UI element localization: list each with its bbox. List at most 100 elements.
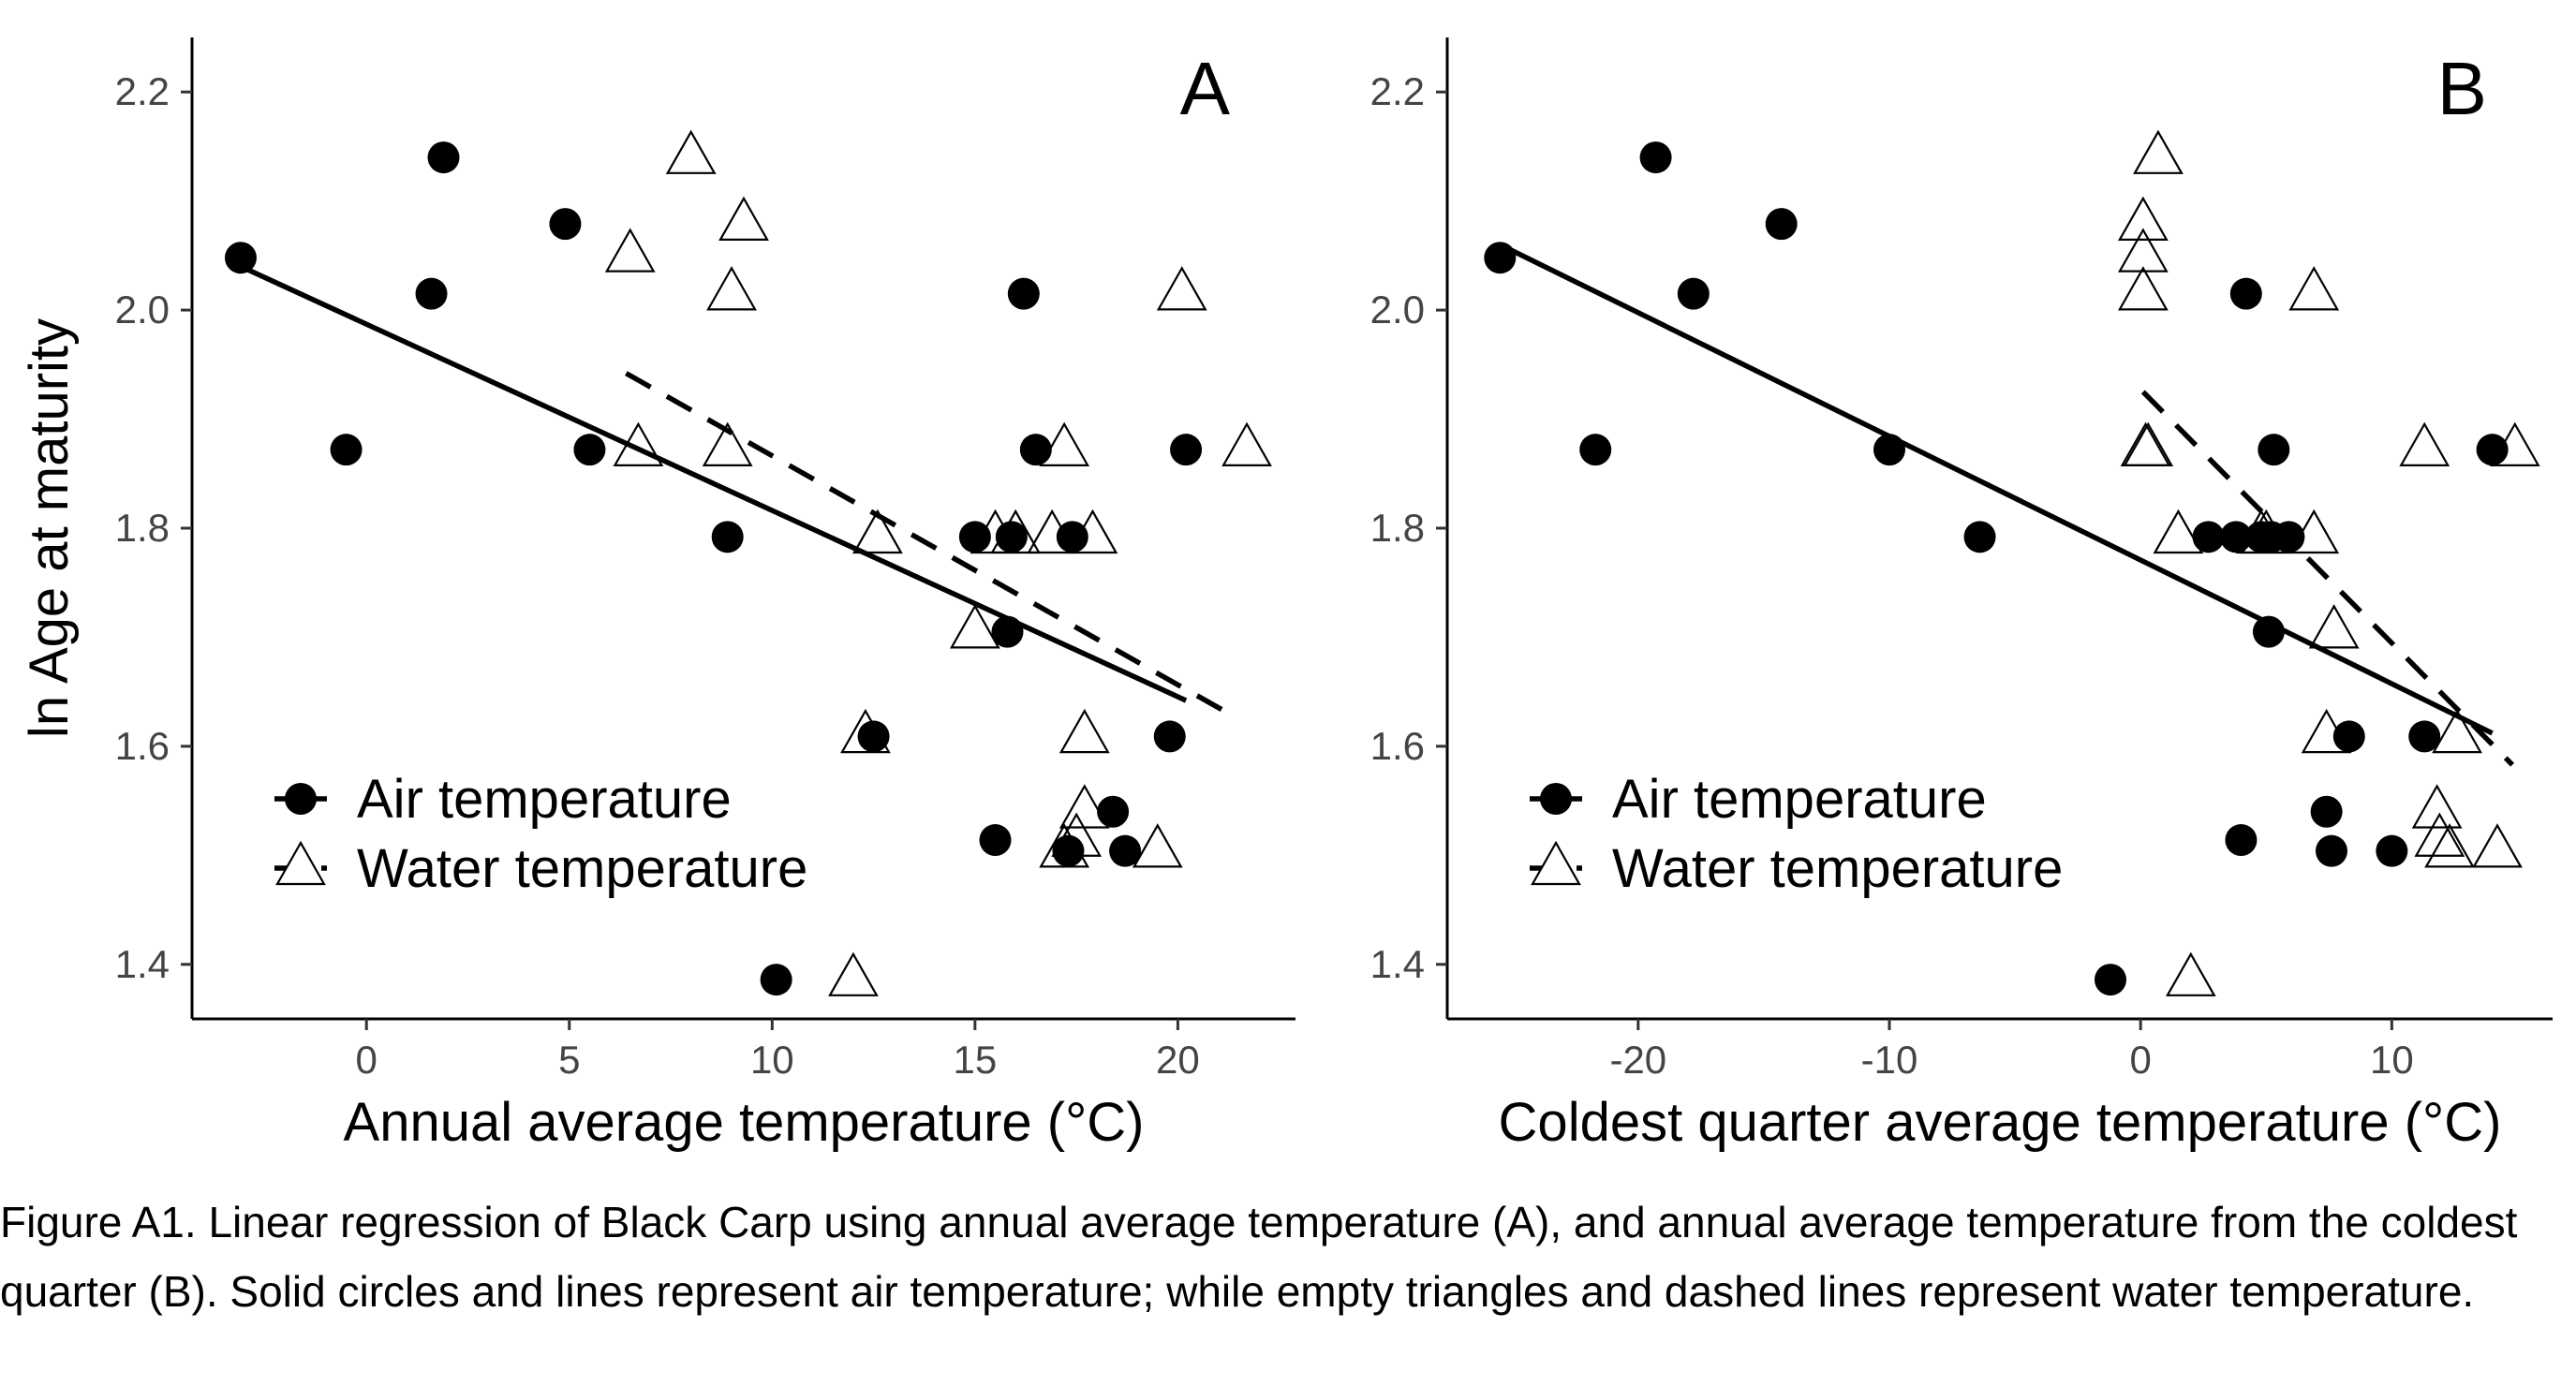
air-temperature-point	[1007, 277, 1040, 310]
y-tick-label: 2.0	[115, 288, 170, 332]
air-temperature-point	[2252, 615, 2285, 648]
water-temperature-point	[2411, 784, 2463, 829]
water-temperature-point	[949, 604, 1000, 649]
air-temperature-point	[573, 434, 606, 466]
air-temperature-point	[1963, 521, 1996, 553]
legend-label: Water temperature	[357, 838, 807, 899]
legend-label: Air temperature	[1612, 769, 1987, 830]
x-tick-label: 10	[750, 1038, 794, 1082]
water-temperature-point	[2399, 421, 2450, 466]
legend-label: Air temperature	[357, 769, 732, 830]
water-temperature-point	[2133, 129, 2184, 174]
air-temperature-point	[224, 242, 257, 274]
water-temperature-point	[2489, 421, 2540, 466]
water-temperature-point	[702, 421, 753, 466]
y-tick-label: 1.6	[1370, 724, 1425, 768]
water-temperature-point	[1039, 421, 1090, 466]
x-tick-label: 10	[2370, 1038, 2414, 1082]
water-temperature-point	[2288, 509, 2340, 554]
y-tick-label: 1.6	[115, 724, 170, 768]
legend-key-triangle	[275, 840, 326, 886]
water-temperature-point	[1067, 509, 1118, 554]
air-temperature-point	[1153, 720, 1186, 753]
x-tick-label: -20	[1609, 1038, 1666, 1082]
water-temperature-point	[2414, 812, 2465, 857]
water-temperature-point	[2153, 509, 2204, 554]
x-tick-label: 0	[2130, 1038, 2152, 1082]
air-temperature-point	[2229, 277, 2262, 310]
y-tick-label: 2.2	[1370, 69, 1425, 113]
air-temperature-point	[1097, 795, 1130, 828]
water-temperature-point	[604, 228, 656, 273]
air-temperature-fit-line	[239, 264, 1188, 703]
water-temperature-point	[1059, 708, 1110, 754]
water-temperature-point	[828, 951, 879, 996]
air-temperature-point	[1765, 208, 1798, 241]
water-temperature-point	[2117, 266, 2169, 311]
water-temperature-point	[706, 266, 757, 311]
water-temperature-point	[1027, 509, 1078, 554]
x-tick-label: 0	[356, 1038, 378, 1082]
air-temperature-point	[2316, 834, 2347, 867]
legend-key-triangle	[1531, 840, 1581, 886]
air-temperature-point	[2225, 824, 2258, 857]
water-temperature-point	[840, 708, 891, 754]
water-temperature-point	[2241, 509, 2292, 554]
y-tick-label: 2.0	[1370, 288, 1425, 332]
water-temperature-point	[1039, 823, 1090, 868]
water-temperature-point	[2301, 708, 2352, 754]
x-tick-label: 15	[954, 1038, 998, 1082]
air-temperature-point	[549, 208, 582, 241]
water-temperature-point	[2165, 951, 2216, 996]
air-temperature-point	[1019, 434, 1052, 466]
air-temperature-point	[2220, 521, 2253, 553]
panel-label: B	[2437, 47, 2487, 130]
air-temperature-point	[2332, 720, 2365, 753]
air-temperature-point	[2258, 434, 2290, 466]
panel-label: A	[1180, 47, 1231, 130]
water-temperature-point	[1221, 421, 1272, 466]
water-temperature-point	[2117, 228, 2169, 273]
air-temperature-point	[979, 824, 1012, 857]
air-temperature-point	[1677, 277, 1710, 310]
air-temperature-point	[2310, 795, 2343, 828]
air-temperature-point	[1109, 834, 1142, 867]
air-temperature-point	[760, 964, 792, 996]
legend-label: Water temperature	[1612, 838, 2063, 899]
water-temperature-point	[1051, 812, 1103, 857]
air-temperature-point	[2408, 720, 2441, 753]
air-temperature-point	[1639, 141, 1672, 174]
x-tick-label: -10	[1861, 1038, 1918, 1082]
x-axis-title: Coldest quarter average temperature (°C)	[1499, 1092, 2502, 1153]
y-axis-title: ln Age at maturity	[19, 318, 80, 738]
water-temperature-point	[2308, 604, 2360, 649]
x-axis-title: Annual average temperature (°C)	[344, 1092, 1145, 1153]
water-temperature-point	[2288, 266, 2340, 311]
y-tick-label: 1.4	[1370, 942, 1425, 986]
legend-key-circle	[285, 783, 317, 815]
water-temperature-point	[2424, 823, 2475, 868]
water-temperature-point	[665, 129, 717, 174]
legend-key-circle	[1540, 783, 1572, 815]
air-temperature-point	[995, 521, 1028, 553]
air-temperature-point	[2192, 521, 2225, 553]
air-temperature-point	[958, 521, 991, 553]
x-tick-label: 20	[1156, 1038, 1200, 1082]
y-tick-label: 2.2	[115, 69, 170, 113]
water-temperature-point	[1156, 266, 1207, 311]
water-temperature-point	[718, 196, 769, 241]
y-tick-label: 1.8	[1370, 506, 1425, 550]
water-temperature-point	[2472, 823, 2523, 868]
water-temperature-point	[852, 509, 903, 554]
air-temperature-point	[2476, 434, 2509, 466]
air-temperature-point	[330, 434, 363, 466]
water-temperature-fit-line	[625, 371, 1236, 719]
water-temperature-point	[990, 509, 1042, 554]
water-temperature-point	[2117, 196, 2169, 241]
air-temperature-point	[711, 521, 744, 553]
x-tick-label: 5	[558, 1038, 580, 1082]
figure-caption: Figure A1. Linear regression of Black Ca…	[0, 1198, 2518, 1316]
y-tick-label: 1.4	[115, 942, 170, 986]
air-temperature-point	[415, 277, 448, 310]
